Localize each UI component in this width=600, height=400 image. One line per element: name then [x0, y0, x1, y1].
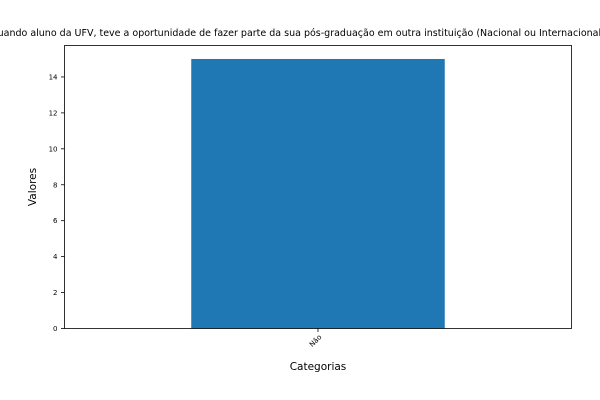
chart-title: Quando aluno da UFV, teve a oportunidade…	[0, 28, 600, 39]
y-tick-label: 12	[49, 109, 58, 117]
y-tick-label: 0	[53, 325, 57, 333]
x-axis-label: Categorias	[290, 361, 347, 373]
y-axis-label: Valores	[27, 168, 39, 206]
y-tick-label: 6	[53, 217, 58, 225]
y-axis: 0 2 4 6 8 10 12 14	[49, 73, 65, 333]
y-tick-label: 8	[53, 181, 57, 189]
bar-0	[191, 58, 445, 329]
y-tick-label: 10	[49, 145, 58, 153]
x-axis: Não	[308, 328, 323, 349]
y-tick-label: 2	[53, 289, 57, 297]
y-tick-label: 4	[53, 253, 58, 261]
plot-area	[191, 58, 445, 329]
x-tick-label: Não	[308, 333, 323, 348]
y-tick-label: 14	[49, 73, 58, 81]
